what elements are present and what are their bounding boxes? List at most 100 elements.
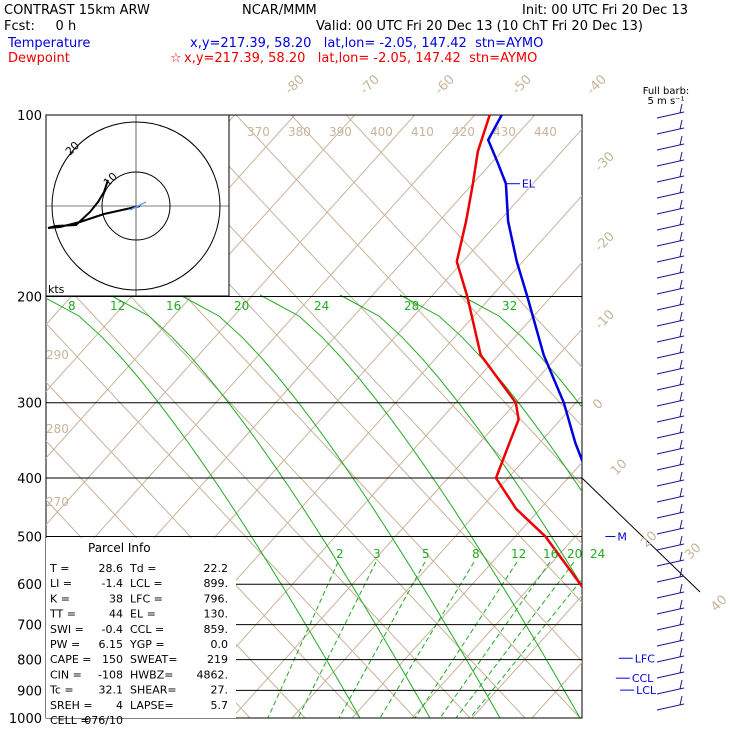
parcel-info-value: 219 bbox=[207, 653, 228, 666]
parcel-info-key: CCL = bbox=[130, 623, 164, 636]
wind-barb-flag bbox=[679, 583, 683, 594]
hodograph-unit: kts bbox=[48, 283, 65, 296]
wind-barb bbox=[656, 127, 685, 135]
mixing-ratio-line bbox=[297, 561, 377, 718]
temperature-profile bbox=[486, 115, 582, 464]
wind-barb-flag bbox=[679, 551, 683, 562]
isotherm-line bbox=[471, 595, 582, 718]
theta-label: 390 bbox=[329, 125, 352, 139]
isotherm-line bbox=[231, 328, 582, 718]
wind-barb bbox=[656, 175, 685, 183]
parcel-info-key: TT = bbox=[49, 608, 76, 621]
level-marker-label: EL bbox=[522, 178, 536, 191]
wind-barb-flag bbox=[679, 503, 683, 514]
parcel-info-key: SWEAT= bbox=[130, 653, 177, 666]
wind-barb bbox=[656, 479, 685, 487]
parcel-info-value: 796. bbox=[204, 592, 229, 605]
mixing-label: 3 bbox=[373, 547, 381, 561]
mixing-ratio-line bbox=[379, 561, 475, 718]
isotherm-line bbox=[46, 115, 356, 459]
wind-barb bbox=[656, 111, 685, 119]
isotherm-label: 40 bbox=[708, 593, 730, 615]
wind-barb bbox=[656, 207, 685, 215]
dry-adiabat-line bbox=[46, 263, 471, 718]
dewpoint-legend-label: Dewpoint bbox=[8, 51, 70, 66]
init-time: Init: 00 UTC Fri 20 Dec 13 bbox=[522, 3, 688, 18]
wind-barb bbox=[656, 543, 685, 551]
wind-barb-flag bbox=[679, 199, 683, 210]
barb-key-title: Full barb: bbox=[643, 86, 690, 97]
mixing-ratio-line bbox=[414, 561, 518, 718]
parcel-info-key: LI = bbox=[50, 577, 72, 590]
wind-barb-flag bbox=[679, 119, 683, 130]
parcel-info-value: 130. bbox=[204, 608, 229, 621]
wind-barb-flag bbox=[679, 231, 683, 242]
wind-barb-flag bbox=[679, 615, 683, 626]
wind-barb bbox=[656, 447, 685, 455]
parcel-info-key: HWBZ= bbox=[130, 668, 173, 681]
parcel-info-key: Tc = bbox=[49, 684, 74, 697]
mixing-label: 20 bbox=[234, 299, 249, 313]
wind-barb bbox=[656, 143, 685, 151]
mixing-label: 5 bbox=[422, 547, 430, 561]
parcel-info-key: LFC = bbox=[130, 592, 163, 605]
isotherm-label: 0 bbox=[590, 396, 606, 412]
theta-label: 270 bbox=[46, 495, 69, 509]
wind-barb bbox=[656, 367, 685, 375]
parcel-info-key: CAPE = bbox=[50, 653, 92, 666]
parcel-info-value: 076/10 bbox=[84, 714, 123, 727]
pressure-tick-label: 100 bbox=[17, 109, 42, 124]
theta-label: 280 bbox=[46, 422, 69, 436]
hodograph-trace bbox=[47, 179, 141, 229]
parcel-info-key: PW = bbox=[50, 638, 80, 651]
theta-label: 380 bbox=[288, 125, 311, 139]
wind-barb bbox=[656, 415, 685, 423]
barb-key-unit: 5 m s⁻¹ bbox=[648, 96, 685, 107]
parcel-info-key: SREH = bbox=[50, 699, 93, 712]
wind-barb bbox=[656, 159, 685, 167]
mixing-label: 32 bbox=[502, 299, 517, 313]
pressure-tick-label: 300 bbox=[17, 397, 42, 412]
parcel-info-value: -108 bbox=[98, 668, 123, 681]
dry-adiabat-line bbox=[345, 115, 582, 368]
parcel-info-key: YGP = bbox=[129, 638, 165, 651]
wind-barb bbox=[656, 607, 685, 615]
wind-barb-flag bbox=[679, 135, 683, 146]
wind-barb-flag bbox=[679, 487, 683, 498]
wind-barb bbox=[656, 671, 685, 679]
isotherm-line bbox=[712, 115, 740, 718]
parcel-info-value: -0.4 bbox=[102, 623, 123, 636]
moist-adiabat-line bbox=[259, 294, 581, 718]
wind-barb bbox=[656, 271, 685, 279]
isotherm-label: -30 bbox=[592, 149, 618, 175]
pressure-tick-label: 1000 bbox=[9, 712, 42, 727]
forecast-hour: Fcst: 0 h bbox=[4, 19, 77, 34]
moist-adiabat-line bbox=[179, 294, 501, 718]
wind-barb-flag bbox=[679, 167, 683, 178]
wind-barb-flag bbox=[679, 535, 683, 546]
wind-barb bbox=[656, 703, 685, 711]
wind-barb bbox=[656, 287, 685, 295]
wind-barb bbox=[656, 351, 685, 359]
isotherm-label: -50 bbox=[509, 72, 535, 98]
wind-barb-flag bbox=[679, 567, 683, 578]
pressure-tick-label: 200 bbox=[17, 291, 42, 306]
dewpoint-legend-info: x,y=217.39, 58.20 lat,lon= -2.05, 147.42… bbox=[184, 51, 538, 66]
wind-barb bbox=[656, 319, 685, 327]
parcel-info-value: 6.15 bbox=[99, 638, 124, 651]
wind-barb-flag bbox=[679, 311, 683, 322]
isotherm-line bbox=[652, 115, 740, 718]
parcel-info-key: Td = bbox=[129, 562, 156, 575]
theta-label: 440 bbox=[534, 125, 557, 139]
wind-barb-flag bbox=[679, 327, 683, 338]
pressure-tick-label: 900 bbox=[17, 684, 42, 699]
parcel-info-key: SWI = bbox=[50, 623, 84, 636]
wind-barb-flag bbox=[679, 599, 683, 610]
wind-barb bbox=[656, 335, 685, 343]
isotherm-label: -80 bbox=[282, 72, 308, 98]
wind-barb-flag bbox=[679, 215, 683, 226]
level-marker-label: M bbox=[617, 530, 627, 543]
wind-barb-flag bbox=[679, 631, 683, 642]
wind-barb bbox=[656, 575, 685, 583]
pressure-tick-label: 500 bbox=[17, 530, 42, 545]
